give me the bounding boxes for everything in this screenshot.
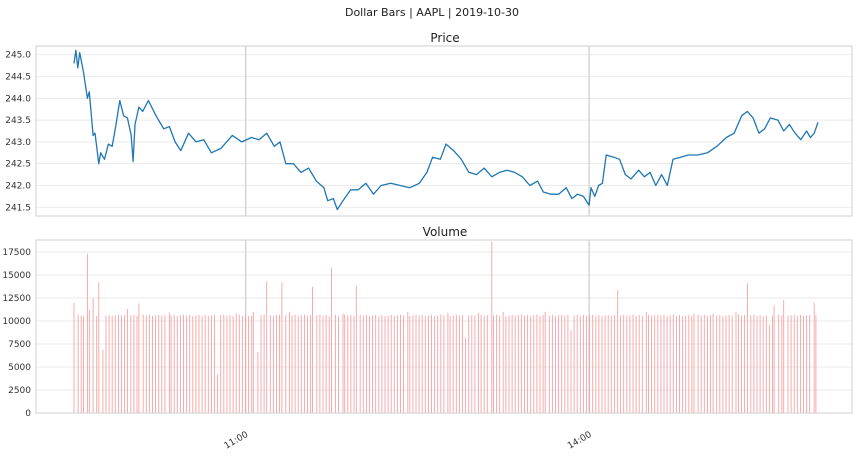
- volume-y-ticks: 0 2500 5000 7500 10000 12500 15000 17500: [2, 248, 31, 419]
- chart-suptitle: Dollar Bars | AAPL | 2019-10-30: [345, 6, 519, 19]
- volume-y-tick-label: 12500: [2, 294, 31, 304]
- price-y-tick-label: 245.0: [5, 51, 31, 61]
- volume-panel-frame: [35, 239, 853, 414]
- price-y-tick-label: 242.5: [5, 160, 31, 170]
- price-panel-title: Price: [430, 31, 459, 45]
- price-panel-frame: [35, 45, 853, 217]
- x-axis-ticks: 11:00 14:00: [223, 430, 594, 452]
- price-y-tick-label: 243.0: [5, 138, 31, 148]
- volume-y-tick-label: 15000: [2, 271, 31, 281]
- price-y-tick-label: 243.5: [5, 116, 31, 126]
- volume-y-tick-label: 10000: [2, 317, 31, 327]
- price-y-tick-label: 244.0: [5, 94, 31, 104]
- x-tick-label: 14:00: [566, 430, 594, 452]
- volume-y-tick-label: 0: [25, 409, 31, 419]
- volume-panel-title: Volume: [423, 225, 468, 239]
- volume-y-tick-label: 2500: [8, 386, 31, 396]
- price-y-tick-label: 242.0: [5, 181, 31, 191]
- x-tick-label: 11:00: [223, 430, 251, 452]
- price-panel: Price 241.5 242.0 242.5 243.0 243.5 244.0 244.…: [5, 31, 853, 217]
- price-y-ticks: 241.5 242.0 242.5 243.0 243.5 244.0 244.5 245.0: [5, 51, 31, 214]
- volume-y-tick-label: 5000: [8, 363, 31, 373]
- price-y-tick-label: 241.5: [5, 203, 31, 213]
- price-series-line: [73, 49, 819, 211]
- price-grid: [36, 46, 852, 216]
- volume-bars: [73, 241, 817, 413]
- volume-y-tick-label: 7500: [8, 340, 31, 350]
- volume-panel: Volume 0 2500 5000 7500 10000 12500 15000 17500: [2, 225, 853, 419]
- price-y-tick-label: 244.5: [5, 73, 31, 83]
- volume-y-tick-label: 17500: [2, 248, 31, 258]
